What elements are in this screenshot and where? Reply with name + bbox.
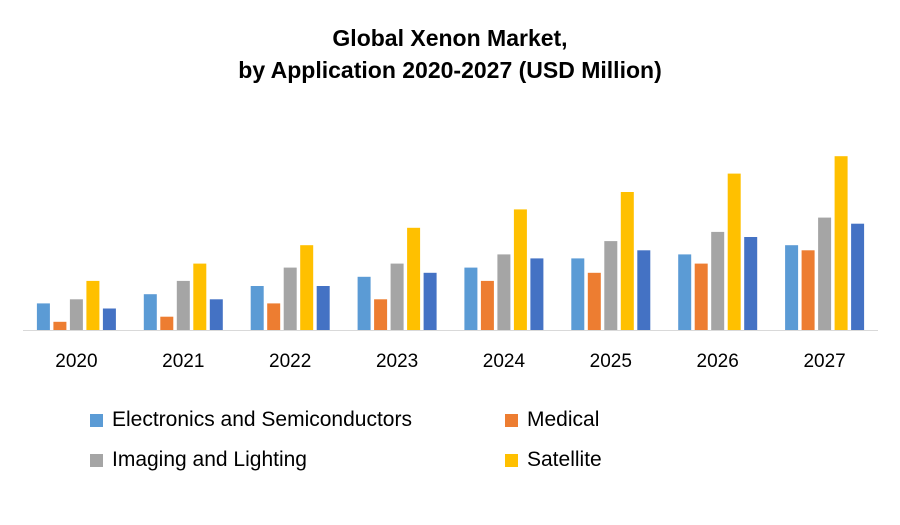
bar-2020-series-1 <box>36 303 50 330</box>
bar-2025-series-2 <box>587 272 601 330</box>
legend-label-imaging: Imaging and Lighting <box>112 448 307 471</box>
x-tick-label-2027: 2027 <box>803 351 845 372</box>
legend-item-medical: Medical <box>505 408 790 432</box>
legend: Electronics and Semiconductors Medical I… <box>90 408 790 472</box>
bar-2023-series-2 <box>374 299 388 330</box>
bar-2021-series-4 <box>193 263 207 330</box>
x-tick-label-2022: 2022 <box>269 351 311 372</box>
bar-2021-series-5 <box>209 299 223 330</box>
bar-2023-series-5 <box>423 272 437 330</box>
bar-2026-series-4 <box>727 173 741 330</box>
bar-2027-series-3 <box>818 217 832 330</box>
bar-2026-series-3 <box>711 231 725 330</box>
legend-label-electronics: Electronics and Semiconductors <box>112 408 412 431</box>
bar-2021-series-1 <box>143 294 157 330</box>
bar-2026-series-5 <box>744 237 758 330</box>
bar-2026-series-2 <box>694 263 708 330</box>
bar-2024-series-5 <box>530 258 544 330</box>
bar-2020-series-5 <box>102 308 116 330</box>
legend-item-satellite: Satellite <box>505 448 790 472</box>
x-tick-label-2023: 2023 <box>376 351 418 372</box>
chart-title-line-2: by Application 2020-2027 (USD Million) <box>238 57 662 83</box>
bar-2020-series-3 <box>69 299 83 330</box>
x-tick-label-2026: 2026 <box>697 351 739 372</box>
x-tick-label-2024: 2024 <box>483 351 526 372</box>
bar-2023-series-1 <box>357 276 371 330</box>
bar-2027-series-4 <box>834 156 848 330</box>
x-tick-label-2021: 2021 <box>162 351 204 372</box>
bar-2024-series-4 <box>513 209 527 330</box>
legend-label-satellite: Satellite <box>527 448 602 471</box>
bar-2025-series-3 <box>604 241 618 330</box>
legend-swatch-imaging <box>90 453 103 467</box>
x-tick-labels: 2020 2021 2022 2023 2024 2025 2026 2027 <box>55 351 845 372</box>
chart-title: Global Xenon Market, by Application 2020… <box>0 22 900 86</box>
bar-2026-series-1 <box>678 254 692 330</box>
bar-2022-series-2 <box>267 303 281 330</box>
legend-swatch-satellite <box>505 453 518 467</box>
bar-plot: 2020 2021 2022 2023 2024 2025 2026 2027 <box>23 156 878 372</box>
legend-item-electronics: Electronics and Semiconductors <box>90 408 505 432</box>
bar-2021-series-2 <box>160 316 174 330</box>
bars-group <box>36 156 865 330</box>
bar-2020-series-2 <box>53 321 67 330</box>
bar-2024-series-2 <box>480 280 494 330</box>
chart-title-line-1: Global Xenon Market, <box>332 25 568 51</box>
bar-2027-series-2 <box>801 250 815 330</box>
bar-2021-series-3 <box>176 280 190 330</box>
bar-2022-series-4 <box>300 245 314 330</box>
bar-2025-series-1 <box>571 258 585 330</box>
bar-2022-series-3 <box>283 267 297 330</box>
bar-2024-series-1 <box>464 267 478 330</box>
bar-2025-series-5 <box>637 250 651 330</box>
legend-label-medical: Medical <box>527 408 600 431</box>
x-tick-label-2025: 2025 <box>590 351 632 372</box>
x-tick-label-2020: 2020 <box>55 351 97 372</box>
bar-2020-series-4 <box>86 280 100 330</box>
bar-2024-series-3 <box>497 254 511 330</box>
bar-2025-series-4 <box>620 192 634 330</box>
bar-2023-series-3 <box>390 263 404 330</box>
bar-2022-series-5 <box>316 286 330 330</box>
legend-item-imaging: Imaging and Lighting <box>90 448 505 472</box>
bar-2022-series-1 <box>250 286 264 330</box>
legend-swatch-electronics <box>90 413 103 427</box>
bar-2027-series-5 <box>851 223 865 330</box>
bar-2023-series-4 <box>407 227 421 330</box>
bar-2027-series-1 <box>785 245 799 330</box>
legend-swatch-medical <box>505 413 518 427</box>
